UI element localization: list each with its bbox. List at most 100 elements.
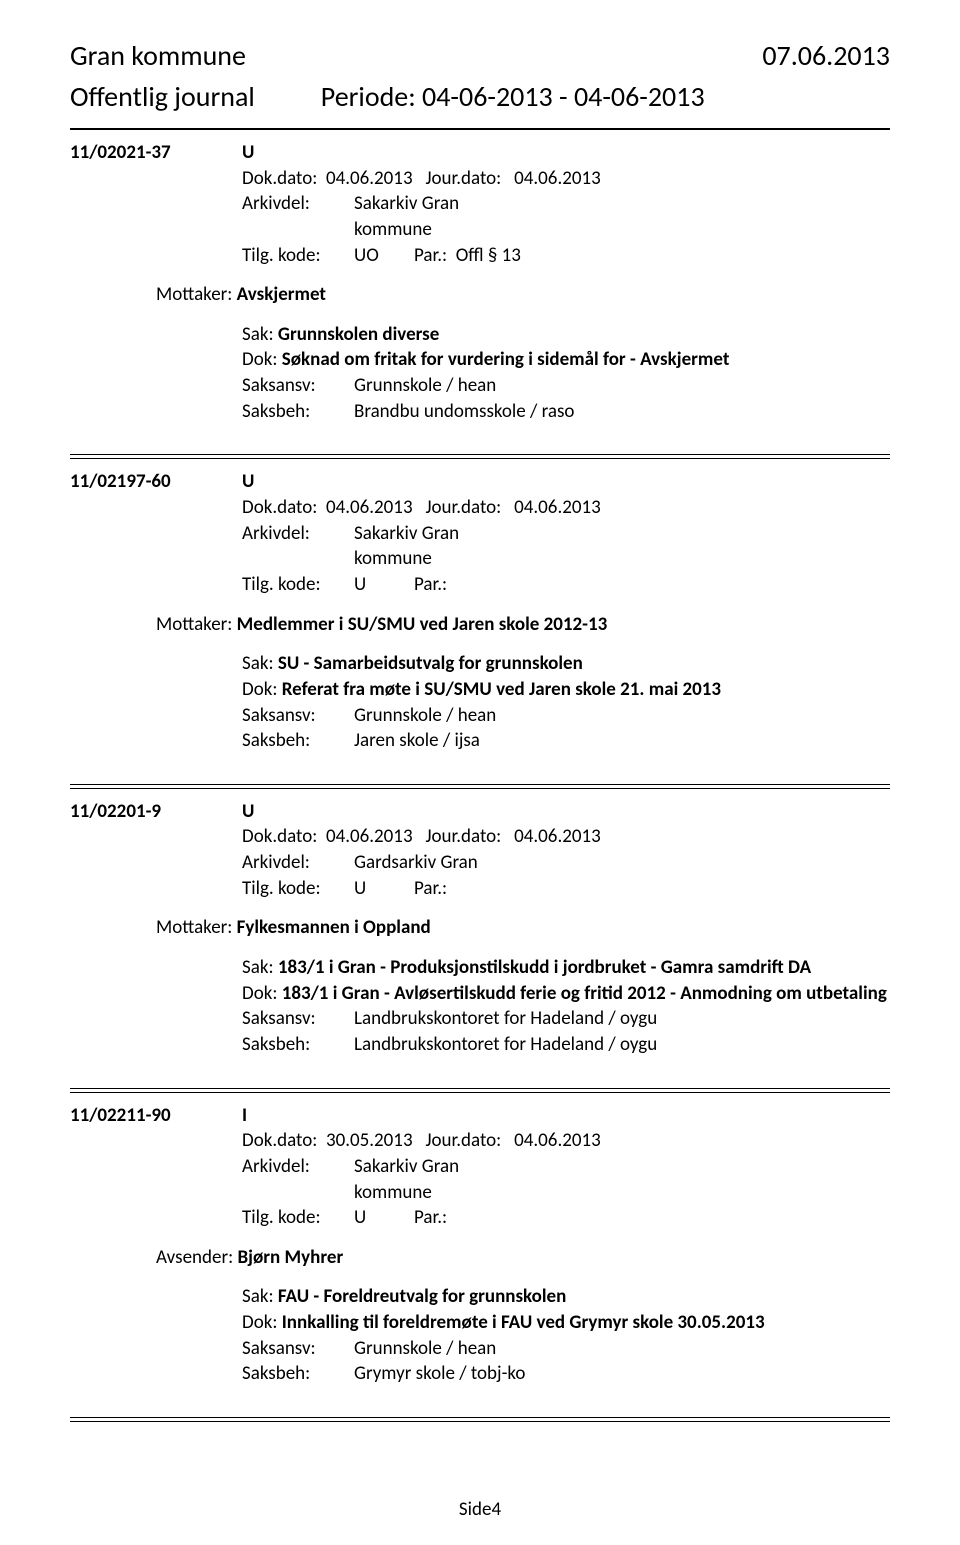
dok-label: Dok: [242,982,277,1005]
saksansv-label: Saksansv: [242,1336,354,1362]
jourdato-label: Jour.dato: [425,167,501,190]
journal-entry: 11/02201-9UDok.dato: 04.06.2013 Jour.dat… [70,799,890,1058]
tilgkode-label: Tilg. kode: [242,243,354,269]
party-label: Avsender: [156,1246,233,1269]
arkivdel-value-line2: kommune [354,217,890,243]
sak-value: FAU - Foreldreutvalg for grunnskolen [278,1285,566,1308]
sak-value: 183/1 i Gran - Produksjonstilskudd i jor… [278,956,811,979]
party-label: Mottaker: [156,613,232,636]
dokdato-label: Dok.dato: [242,1129,317,1152]
sak-label: Sak: [242,1285,274,1308]
sak-label: Sak: [242,956,274,979]
jourdato-label: Jour.dato: [425,496,501,519]
jourdato-value: 04.06.2013 [514,825,601,848]
entry-separator-bottom [70,1092,890,1093]
saksbeh-label: Saksbeh: [242,728,354,754]
saksbeh-label: Saksbeh: [242,399,354,425]
saksbeh-value: Grymyr skole / tobj-ko [354,1361,890,1387]
case-number: 11/02021-37 [70,140,242,166]
saksansv-label: Saksansv: [242,373,354,399]
par-label: Par.: [414,876,447,902]
dok-label: Dok: [242,348,277,371]
tilgkode-label: Tilg. kode: [242,1205,354,1231]
journal-entry: 11/02211-90IDok.dato: 30.05.2013 Jour.da… [70,1103,890,1387]
par-label: Par.: [414,1205,447,1231]
org-name: Gran kommune [70,38,246,73]
entry-separator-top [70,1417,890,1418]
dokdato-label: Dok.dato: [242,496,317,519]
arkivdel-label: Arkivdel: [242,1154,354,1180]
saksbeh-label: Saksbeh: [242,1032,354,1058]
arkivdel-value: Gardsarkiv Gran [354,850,890,876]
arkivdel-value-line2: kommune [354,1180,890,1206]
tilgkode-value: UO [354,243,414,269]
io-code: U [242,469,272,495]
dok-value: 183/1 i Gran - Avløsertilskudd ferie og … [282,982,887,1005]
io-code: U [242,799,272,825]
dok-label: Dok: [242,678,277,701]
print-date: 07.06.2013 [762,38,890,73]
par-value: Offl § 13 [456,243,521,269]
dokdato-value: 04.06.2013 [326,167,413,190]
io-code: I [242,1103,272,1129]
dok-label: Dok: [242,1311,277,1334]
entry-separator-bottom [70,788,890,789]
case-number: 11/02201-9 [70,799,242,825]
dokdato-value: 30.05.2013 [326,1129,413,1152]
tilgkode-label: Tilg. kode: [242,572,354,598]
dok-value: Referat fra møte i SU/SMU ved Jaren skol… [282,678,721,701]
entry-separator-top [70,454,890,455]
entry-separator-top [70,1088,890,1089]
party-value: Avskjermet [237,283,326,306]
saksansv-label: Saksansv: [242,1006,354,1032]
saksansv-value: Grunnskole / hean [354,703,890,729]
arkivdel-label: Arkivdel: [242,191,354,217]
arkivdel-value: Sakarkiv Gran [354,521,890,547]
tilgkode-value: U [354,1205,414,1231]
saksansv-label: Saksansv: [242,703,354,729]
journal-entry: 11/02021-37UDok.dato: 04.06.2013 Jour.da… [70,140,890,424]
jourdato-value: 04.06.2013 [514,167,601,190]
jourdato-value: 04.06.2013 [514,496,601,519]
case-number: 11/02197-60 [70,469,242,495]
jourdato-label: Jour.dato: [425,1129,501,1152]
party-value: Bjørn Myhrer [237,1246,343,1269]
saksansv-value: Landbrukskontoret for Hadeland / oygu [354,1006,890,1032]
subheader-row: Offentlig journal Periode: 04-06-2013 - … [70,79,890,114]
tilgkode-value: U [354,876,414,902]
journal-title: Offentlig journal [70,79,255,114]
arkivdel-value: Sakarkiv Gran [354,191,890,217]
arkivdel-label: Arkivdel: [242,850,354,876]
tilgkode-label: Tilg. kode: [242,876,354,902]
dokdato-label: Dok.dato: [242,167,317,190]
dokdato-value: 04.06.2013 [326,825,413,848]
page-number: Side4 [459,1498,501,1521]
period-label: Periode: 04-06-2013 - 04-06-2013 [321,79,705,114]
dok-value: Innkalling til foreldremøte i FAU ved Gr… [282,1311,765,1334]
entry-separator-top [70,784,890,785]
dok-value: Søknad om fritak for vurdering i sidemål… [282,348,730,371]
saksbeh-value: Brandbu undomsskole / raso [354,399,890,425]
io-code: U [242,140,272,166]
journal-page: Gran kommune 07.06.2013 Offentlig journa… [0,0,960,1545]
par-label: Par.: [414,243,447,269]
arkivdel-value: Sakarkiv Gran [354,1154,890,1180]
party-label: Mottaker: [156,283,232,306]
saksbeh-label: Saksbeh: [242,1361,354,1387]
journal-entry: 11/02197-60UDok.dato: 04.06.2013 Jour.da… [70,469,890,753]
entries-container: 11/02021-37UDok.dato: 04.06.2013 Jour.da… [70,140,890,1422]
dokdato-label: Dok.dato: [242,825,317,848]
header-row: Gran kommune 07.06.2013 [70,38,890,73]
jourdato-value: 04.06.2013 [514,1129,601,1152]
jourdato-label: Jour.dato: [425,825,501,848]
party-label: Mottaker: [156,916,232,939]
saksansv-value: Grunnskole / hean [354,373,890,399]
party-value: Fylkesmannen i Oppland [237,916,431,939]
arkivdel-label: Arkivdel: [242,521,354,547]
saksbeh-value: Jaren skole / ijsa [354,728,890,754]
party-value: Medlemmer i SU/SMU ved Jaren skole 2012-… [237,613,608,636]
saksbeh-value: Landbrukskontoret for Hadeland / oygu [354,1032,890,1058]
entry-separator-bottom [70,1421,890,1422]
par-label: Par.: [414,572,447,598]
sak-label: Sak: [242,323,274,346]
